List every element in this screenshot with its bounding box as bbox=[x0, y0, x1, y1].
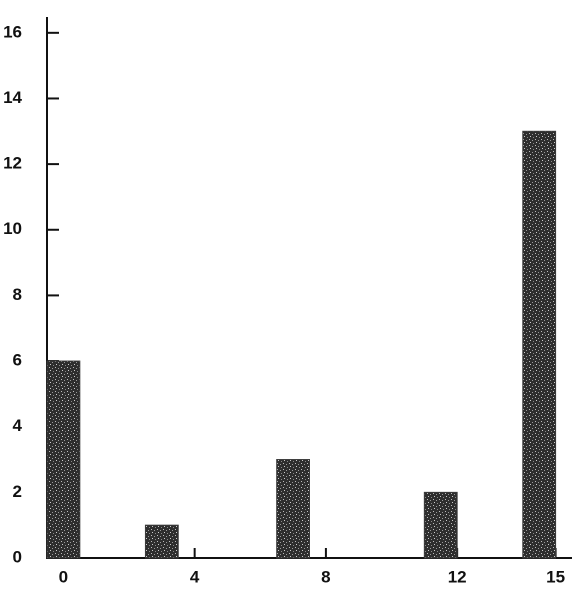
y-tick-label: 6 bbox=[13, 351, 22, 370]
x-tick-label: 8 bbox=[321, 567, 330, 586]
bar bbox=[523, 131, 556, 558]
y-tick-label: 2 bbox=[13, 482, 22, 501]
y-tick-label: 16 bbox=[3, 22, 22, 41]
y-tick-label: 14 bbox=[3, 88, 22, 107]
y-tick-label: 4 bbox=[13, 416, 23, 435]
bar bbox=[277, 460, 310, 558]
x-tick-label: 15 bbox=[546, 567, 565, 586]
y-tick-label: 0 bbox=[13, 547, 22, 566]
y-tick-label: 12 bbox=[3, 154, 22, 173]
x-tick-label: 0 bbox=[59, 567, 68, 586]
bar bbox=[424, 492, 457, 558]
bar bbox=[145, 525, 178, 558]
x-tick-label: 4 bbox=[190, 567, 200, 586]
y-tick-label: 10 bbox=[3, 219, 22, 238]
x-tick-label: 12 bbox=[448, 567, 467, 586]
y-tick-label: 8 bbox=[13, 285, 22, 304]
bar bbox=[47, 361, 80, 558]
chart: 0 2 4 6 8 10 12 14 16 0 4 8 12 15 bbox=[0, 0, 576, 589]
